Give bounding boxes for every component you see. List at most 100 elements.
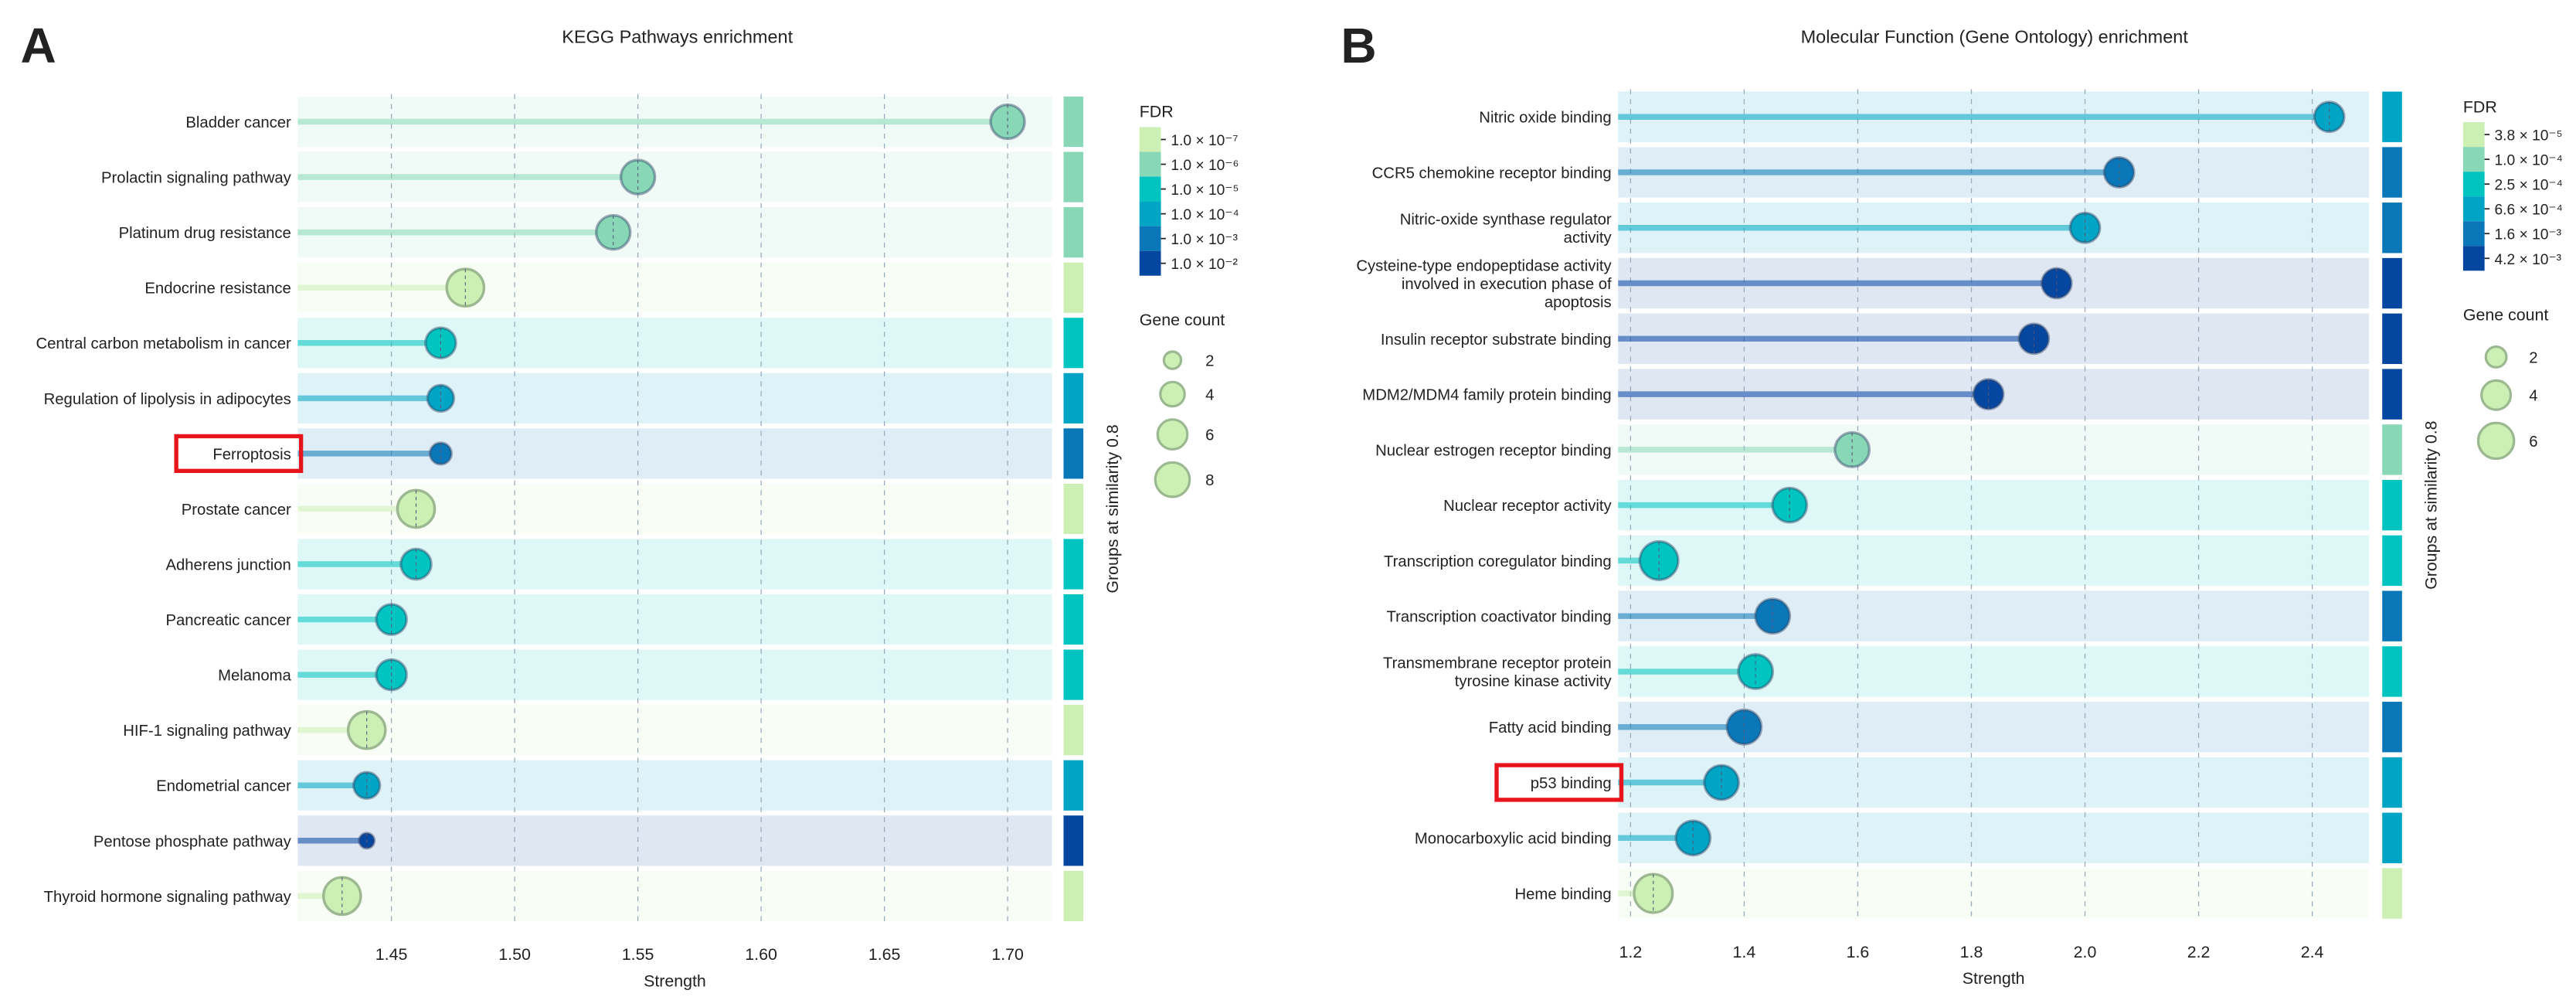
y-tick-label: MDM2/MDM4 family protein binding [1362,387,1611,404]
y-tick-label: Nuclear receptor activity [1443,498,1612,515]
y-tick-label-line: tyrosine kinase activity [1455,673,1613,690]
data-point [396,488,437,529]
y-tick-label: Melanoma [218,668,291,685]
panel-a: A KEGG Pathways enrichment 1.45 1.50 1.55 1.6… [21,18,1239,990]
x-tick-label: 1.6 [1847,943,1870,961]
y-tick-label-line: Monocarboxylic acid binding [1415,831,1612,848]
group-band [2382,202,2402,253]
y-tick-label-line: Ferroptosis [212,446,291,463]
fdr-legend-label: 3.8 × 10⁻⁵ [2494,128,2562,145]
gene-count-legend-label: 8 [1205,472,1214,489]
group-band [1063,594,1084,645]
highlight-box [174,434,304,473]
fdr-legend-swatch [1139,201,1161,226]
gene-count-legend-bubble [2480,379,2513,411]
fdr-legend-label: 1.0 × 10⁻⁵ [1171,182,1239,199]
gene-count-legend-label: 2 [2529,349,2537,366]
y-tick-label-line: Nuclear receptor activity [1443,498,1612,515]
fdr-legend-swatch [1139,176,1161,202]
fdr-legend-swatch [2462,172,2485,197]
row-background [297,815,1052,866]
y-tick-label-line: Thyroid hormone signaling pathway [44,889,292,906]
gene-count-legend-label: 6 [1205,427,1214,444]
gene-count-legend-bubble [2476,421,2516,461]
group-band [2382,424,2402,475]
row-background [297,594,1052,645]
group-band [2382,590,2402,641]
group-band [1063,151,1084,202]
y-tick-label-line: Regulation of lipolysis in adipocytes [44,391,291,408]
y-tick-label: Endocrine resistance [144,281,291,298]
x-tick-label: 1.55 [622,945,654,964]
gene-count-legend-bubble [1159,380,1186,408]
y-tick-label: Endometrial cancer [156,778,291,795]
row-background [297,870,1052,921]
x-tick-label: 2.0 [2074,943,2097,961]
group-band [2382,313,2402,365]
y-tick-label: Ferroptosis [212,446,291,463]
fdr-legend-label: 1.0 × 10⁻² [1171,257,1238,273]
fdr-legend-swatch [2462,147,2485,172]
y-tick-label: Transcription coregulator binding [1384,553,1612,570]
row-background [1618,757,2370,808]
y-tick-label: Pentose phosphate pathway [93,833,292,850]
y-tick-label: Pancreatic cancer [165,612,291,629]
row-background [1618,868,2370,919]
y-tick-label: Central carbon metabolism in cancer [36,335,292,352]
x-tick-label: 1.8 [1960,943,1983,961]
group-band [1063,705,1084,756]
y-tick-label-line: Nuclear estrogen receptor binding [1375,442,1612,459]
y-tick-label-line: Nitric-oxide synthase regulator [1400,212,1612,229]
y-tick-label-line: MDM2/MDM4 family protein binding [1362,387,1611,404]
data-point [1638,539,1680,581]
fdr-legend-label: 1.0 × 10⁻⁷ [1171,133,1238,149]
group-band [2382,369,2402,420]
y-tick-label: Insulin receptor substrate binding [1381,332,1612,349]
y-tick-label: Nitric oxide binding [1479,110,1611,127]
group-band [1063,483,1084,535]
row-background [1618,535,2370,587]
fdr-legend-swatch [2462,122,2485,148]
row-background [1618,812,2370,863]
group-band [2382,702,2402,753]
gene-count-legend-title: Gene count [2463,305,2549,324]
y-tick-label-line: Central carbon metabolism in cancer [36,335,292,352]
y-tick-label-line: Endometrial cancer [156,778,291,795]
x-tick-label: 1.45 [376,945,408,964]
fdr-legend-swatch [1139,127,1161,152]
group-band [2382,646,2402,697]
x-tick-label: 1.60 [745,945,777,964]
y-tick-label: Prostate cancer [182,502,291,519]
data-point [445,267,486,308]
side-axis-label: Groups at similarity 0.8 [2422,420,2441,589]
fdr-legend-swatch [2462,246,2485,271]
x-axis-label: Strength [1963,969,2025,988]
gene-count-legend-label: 6 [2529,434,2537,451]
y-tick-label: Prolactin signaling pathway [101,170,292,187]
fdr-legend-label: 6.6 × 10⁻⁴ [2494,202,2562,219]
y-tick-label-line: Melanoma [218,668,291,685]
y-tick-label: CCR5 chemokine receptor binding [1372,165,1612,182]
y-tick-label: Transcription coactivator binding [1386,609,1611,626]
fdr-legend-title: FDR [2463,97,2497,116]
group-band [2382,868,2402,919]
gene-count-legend-label: 2 [1205,353,1214,370]
y-tick-label: Heme binding [1515,886,1612,903]
y-tick-label-line: Prostate cancer [182,502,291,519]
y-tick-label-line: Heme binding [1515,886,1612,903]
data-point [346,709,387,750]
gene-count-legend-bubble [1154,461,1191,498]
x-tick-label: 1.70 [991,945,1024,964]
gene-count-legend-label: 4 [2529,388,2537,405]
group-band [2382,479,2402,531]
gene-count-legend-bubble [1162,350,1183,370]
fdr-legend-label: 1.0 × 10⁻⁴ [1171,207,1239,223]
panel-b: B Molecular Function (Gene Ontology) enri… [1341,18,2563,988]
side-axis-label: Groups at similarity 0.8 [1103,424,1122,593]
y-tick-label: Regulation of lipolysis in adipocytes [44,391,291,408]
gene-count-legend-bubble [2484,345,2508,369]
group-band [1063,428,1084,479]
row-background [297,760,1052,811]
group-band [1063,318,1084,369]
